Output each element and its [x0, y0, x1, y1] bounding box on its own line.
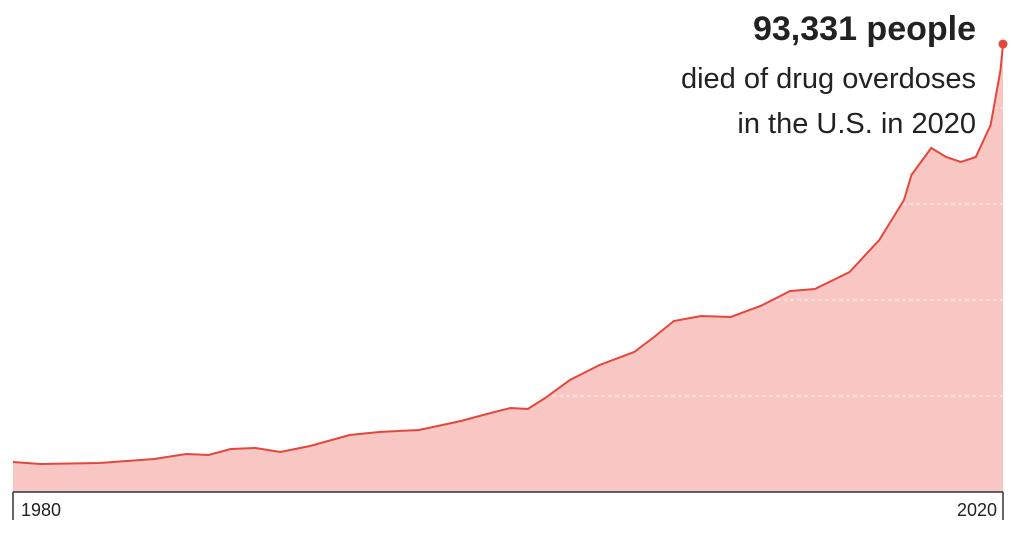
x-tick-label: 1980	[21, 500, 61, 520]
x-tick-label: 2020	[957, 500, 997, 520]
area	[13, 44, 1003, 492]
end-dot	[998, 39, 1008, 49]
line	[12, 43, 1004, 466]
headline: 93,331 people	[753, 10, 976, 48]
annotation-line: died of drug overdoses	[681, 63, 976, 95]
annotation-line: in the U.S. in 2020	[737, 108, 976, 140]
